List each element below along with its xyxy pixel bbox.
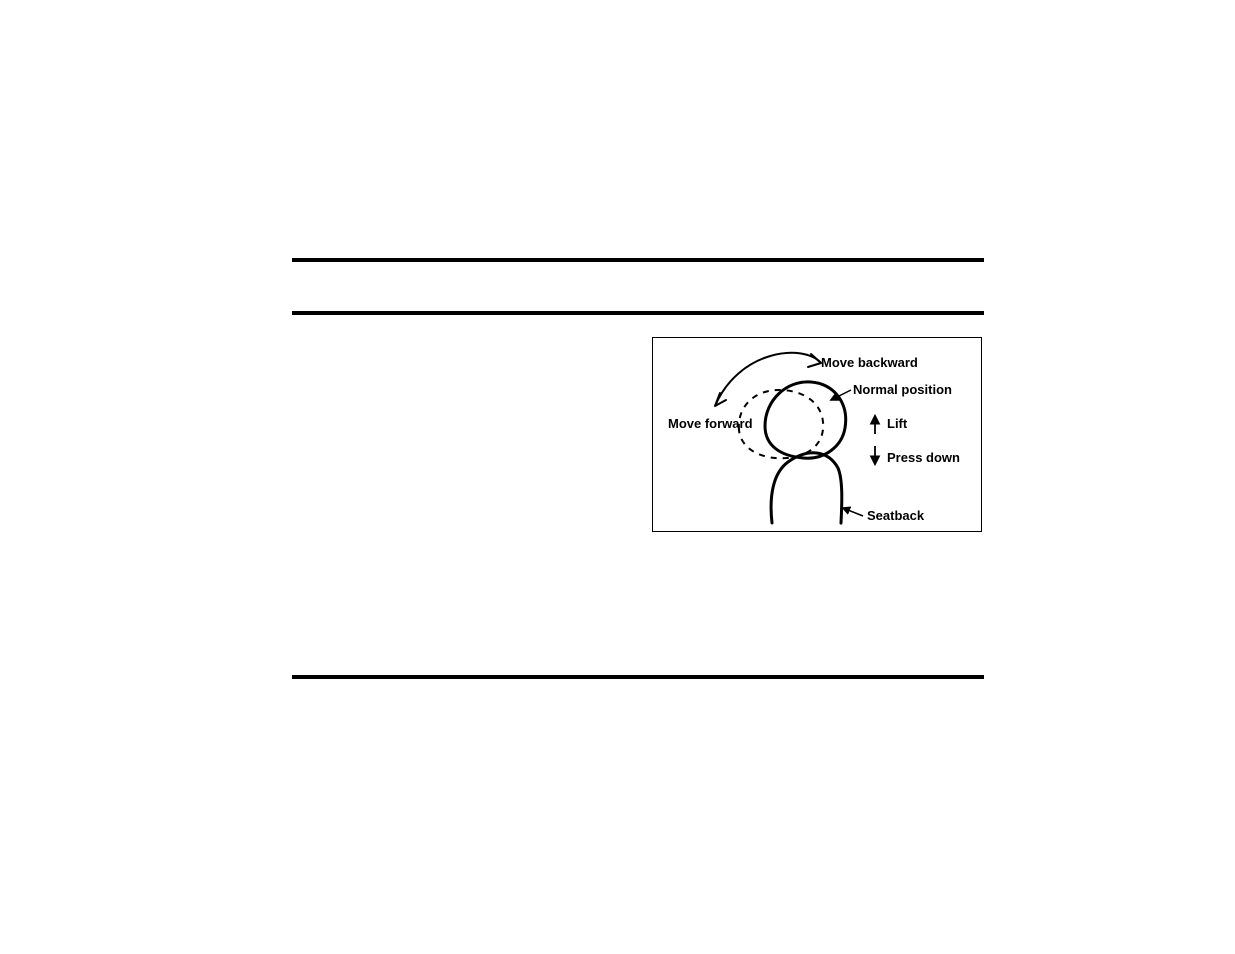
label-move-forward: Move forward	[668, 416, 753, 431]
label-normal-position: Normal position	[853, 382, 952, 397]
headrest-svg	[653, 338, 983, 533]
tilt-arc	[715, 353, 821, 406]
label-seatback: Seatback	[867, 508, 924, 523]
label-lift: Lift	[887, 416, 907, 431]
rule-top	[292, 258, 984, 262]
label-move-backward: Move backward	[821, 355, 918, 370]
rule-mid	[292, 311, 984, 315]
page: Move backward Normal position Move forwa…	[0, 0, 1235, 954]
seatback-outline	[771, 453, 842, 523]
headrest-diagram: Move backward Normal position Move forwa…	[652, 337, 982, 532]
leader-seatback	[843, 508, 863, 516]
label-press-down: Press down	[887, 450, 960, 465]
headrest-normal	[765, 382, 846, 458]
rule-bottom	[292, 675, 984, 679]
